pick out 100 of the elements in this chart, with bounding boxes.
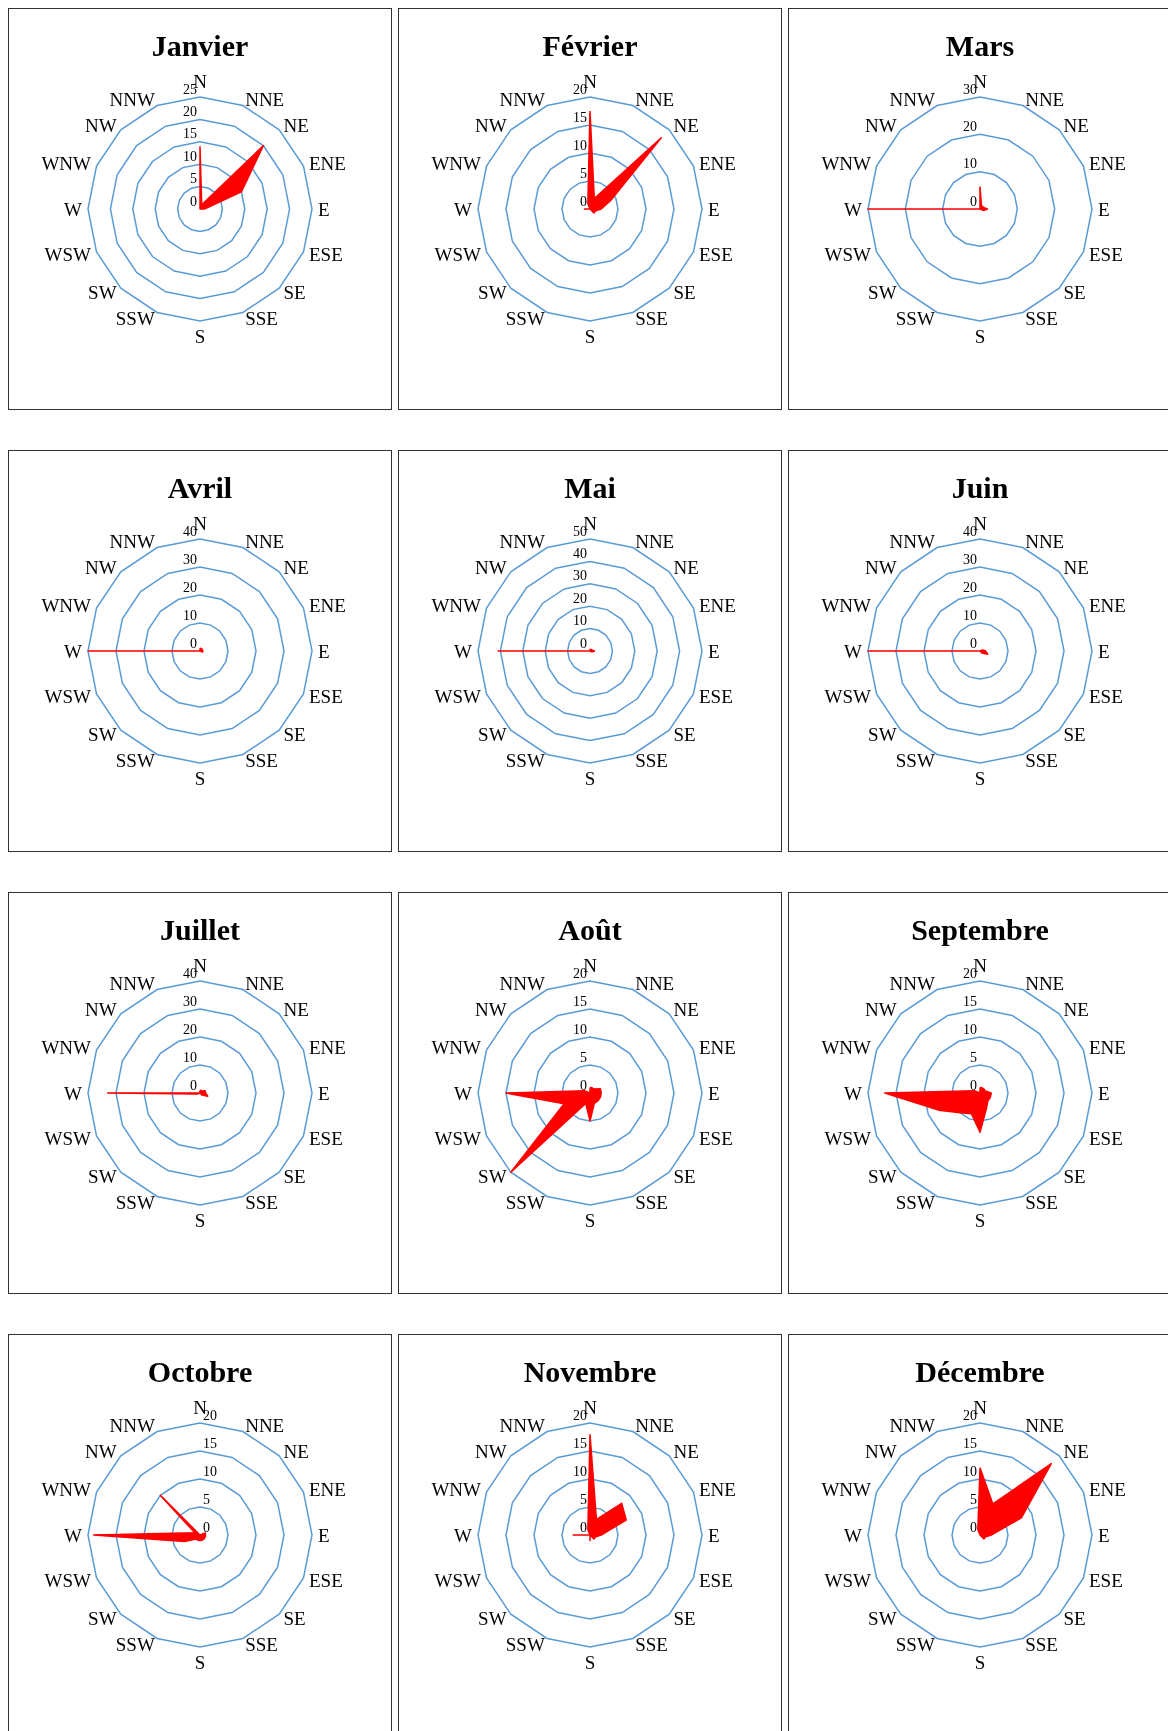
spoke-label: SW — [868, 1607, 897, 1629]
spoke-label: SSW — [115, 749, 155, 771]
y-tick-label: 10 — [573, 1021, 587, 1037]
spoke-label: E — [318, 1082, 330, 1104]
spoke-label: SSE — [245, 749, 278, 771]
spoke-label: NE — [283, 999, 309, 1021]
y-tick-label: 10 — [573, 1463, 587, 1479]
spoke-label: E — [1098, 640, 1110, 662]
spoke-label: S — [194, 1652, 206, 1673]
y-tick-label: 15 — [573, 109, 587, 125]
spoke-label: S — [974, 768, 986, 789]
spoke-label: SE — [283, 723, 306, 745]
spoke-label: ENE — [1089, 1037, 1126, 1059]
y-tick-label: 30 — [963, 551, 977, 567]
spoke-label: WNW — [41, 1037, 92, 1059]
chart-title: Février — [542, 28, 638, 62]
spoke-label: WSW — [434, 243, 482, 265]
spoke-label: NNW — [889, 1415, 935, 1437]
spoke-label: W — [64, 640, 83, 662]
spoke-label: NE — [673, 115, 699, 137]
y-tick-label: 5 — [580, 1491, 587, 1507]
spoke-label: ESE — [1089, 685, 1123, 707]
spoke-label: NNE — [245, 89, 285, 111]
chart-title: Avril — [167, 470, 233, 504]
spoke-label: ENE — [1089, 153, 1126, 175]
spoke-label: E — [708, 1524, 720, 1546]
y-tick-label: 30 — [183, 551, 197, 567]
spoke-label: E — [318, 1524, 330, 1546]
spoke-label: WNW — [41, 1479, 92, 1501]
y-tick-label: 10 — [963, 1463, 977, 1479]
spoke-label: W — [844, 1524, 863, 1546]
spoke-label: SW — [88, 281, 117, 303]
spoke-label: WNW — [821, 153, 872, 175]
spoke-label: S — [584, 1652, 596, 1673]
spoke-label: WSW — [44, 1127, 92, 1149]
spoke-label: NE — [283, 115, 309, 137]
spoke-label: SE — [1063, 1165, 1086, 1187]
spoke-label: S — [194, 768, 206, 789]
spoke-label: SSE — [1025, 1633, 1058, 1655]
spoke-label: NW — [474, 999, 507, 1021]
y-tick-label: 20 — [963, 118, 977, 134]
y-tick-label: 0 — [580, 1519, 587, 1535]
spoke-label: ESE — [1089, 1127, 1123, 1149]
spoke-label: NNE — [635, 531, 675, 553]
spoke-label: NE — [1063, 1441, 1089, 1463]
spoke-label: ESE — [1089, 243, 1123, 265]
spoke-label: W — [454, 198, 473, 220]
spoke-label: SE — [283, 1607, 306, 1629]
spoke-label: SSW — [505, 1191, 545, 1213]
y-tick-label: 10 — [573, 137, 587, 153]
spoke-label: ESE — [699, 1127, 733, 1149]
spoke-label: SSE — [245, 1191, 278, 1213]
spoke-label: SSE — [245, 1633, 278, 1655]
spoke-label: NNE — [245, 1415, 285, 1437]
chart-title: Mai — [564, 470, 616, 504]
spoke-label: SW — [88, 1607, 117, 1629]
spoke-label: WSW — [434, 1127, 482, 1149]
spoke-label: S — [584, 768, 596, 789]
spoke-label: NNE — [635, 973, 675, 995]
spoke-label: SW — [868, 281, 897, 303]
spoke-label: W — [64, 198, 83, 220]
spoke-label: NNW — [109, 973, 155, 995]
y-tick-label: 0 — [203, 1519, 210, 1535]
spoke-label: SSE — [1025, 307, 1058, 329]
y-tick-label: 20 — [573, 590, 587, 606]
spoke-label: SSW — [895, 1191, 935, 1213]
spoke-label: WNW — [431, 595, 482, 617]
spoke-label: NW — [84, 999, 117, 1021]
y-tick-label: 10 — [963, 156, 977, 172]
chart-title: Décembre — [915, 1354, 1045, 1388]
spoke-label: SE — [673, 1607, 696, 1629]
spoke-label: S — [974, 326, 986, 347]
spoke-label: WNW — [431, 1037, 482, 1059]
spoke-label: W — [64, 1524, 83, 1546]
spoke-label: WNW — [431, 1479, 482, 1501]
spoke-label: SW — [478, 281, 507, 303]
y-tick-label: 15 — [573, 1435, 587, 1451]
spoke-label: SSW — [895, 307, 935, 329]
y-tick-label: 10 — [183, 148, 197, 164]
spoke-label: SE — [673, 723, 696, 745]
y-tick-label: 10 — [203, 1463, 217, 1479]
y-tick-label: 5 — [580, 165, 587, 181]
spoke-label: SSE — [1025, 749, 1058, 771]
y-tick-label: 0 — [970, 193, 977, 209]
spoke-label: W — [844, 1082, 863, 1104]
spoke-label: ESE — [699, 685, 733, 707]
spoke-label: ESE — [309, 1569, 343, 1591]
spoke-label: S — [974, 1652, 986, 1673]
y-tick-label: 20 — [183, 579, 197, 595]
spoke-label: SSE — [635, 1633, 668, 1655]
spoke-label: SE — [283, 281, 306, 303]
chart-title: Mars — [945, 28, 1015, 62]
spoke-label: NW — [474, 557, 507, 579]
y-tick-label: 10 — [963, 607, 977, 623]
spoke-label: ENE — [1089, 1479, 1126, 1501]
spoke-label: W — [454, 640, 473, 662]
spoke-label: NE — [673, 1441, 699, 1463]
spoke-label: SW — [868, 723, 897, 745]
chart-title: Octobre — [147, 1354, 253, 1388]
chart-title: Janvier — [151, 28, 249, 62]
